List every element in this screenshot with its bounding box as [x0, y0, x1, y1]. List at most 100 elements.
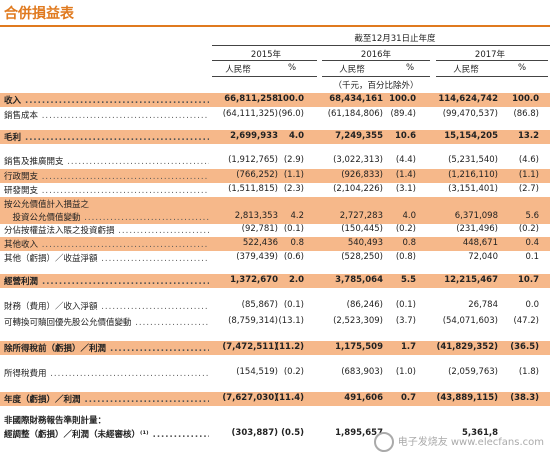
cell-p15: (0.5) — [281, 428, 304, 438]
cell-p15: (11.4) — [275, 393, 304, 403]
title-divider — [0, 25, 550, 27]
cell-v15: (1,511,815) — [228, 184, 278, 194]
row-label: 財務（費用）／收入淨額 — [4, 300, 209, 312]
cell-v17: (5,231,540) — [448, 155, 498, 165]
cell-v16: (528,250) — [341, 252, 383, 262]
table-row: 行政開支 (766,252) (1.1) (926,833) (1.4) (1,216,1… — [0, 169, 550, 183]
cell-v16: 7,249,355 — [335, 131, 383, 141]
cell-v17: 12,215,467 — [444, 275, 498, 285]
cell-v16: 3,785,064 — [335, 275, 383, 285]
cell-p16: 5.5 — [400, 275, 416, 285]
currency-rule-2015 — [212, 76, 317, 77]
cell-p16: (3.7) — [395, 316, 416, 326]
cell-v15: (64,111,325) — [222, 109, 278, 119]
period-rule — [212, 45, 550, 46]
cell-p15: (0.1) — [283, 224, 304, 234]
cell-p17: 0.1 — [525, 252, 539, 262]
cell-v15: (8,759,314) — [228, 316, 278, 326]
cell-p15: (1.1) — [283, 170, 304, 180]
row-label: 可轉換可贖回優先股公允價值變動 — [4, 316, 209, 328]
row-label: 除所得稅前（虧損）／利潤 — [4, 342, 209, 354]
cell-v17: (99,470,537) — [442, 109, 498, 119]
cell-v15: 522,436 — [242, 238, 278, 248]
cell-p16: (4.4) — [395, 155, 416, 165]
cell-p15: 2.0 — [288, 275, 304, 285]
pct-2017: % — [517, 63, 527, 73]
cell-p16: (1.0) — [395, 367, 416, 377]
cell-p15: 4.2 — [290, 211, 304, 221]
row-label: 非國際財務報告準則計量： — [4, 416, 107, 426]
cell-v16: (86,246) — [346, 300, 383, 310]
cell-v17: 72,040 — [468, 252, 498, 262]
cell-v17: 5,361,8 — [461, 428, 498, 438]
cell-p15: (2.9) — [283, 155, 304, 165]
cell-v15: (766,252) — [236, 170, 278, 180]
currency-2016: 人民幣 — [339, 65, 365, 75]
row-label: 研發開支 — [4, 184, 209, 196]
cell-v17: (54,071,603) — [442, 316, 498, 326]
cell-v16: 1,175,509 — [335, 342, 383, 352]
cell-v17: (41,829,352) — [436, 342, 498, 352]
currency-rule-2017 — [436, 76, 548, 77]
cell-v17: (1,216,110) — [448, 170, 498, 180]
row-label: 其他（虧損）／收益淨額 — [4, 252, 209, 264]
cell-p17: (38.3) — [510, 393, 539, 403]
row-label: 銷售成本 — [4, 109, 209, 121]
cell-v16: 491,606 — [344, 393, 383, 403]
table-row: 非國際財務報告準則計量： — [0, 413, 550, 427]
table-row: 經營利潤 1,372,670 2.0 3,785,064 5.5 12,215,467 10… — [0, 274, 550, 288]
cell-p16: 0.8 — [402, 238, 416, 248]
cell-v16: (926,833) — [341, 170, 383, 180]
currency-2015: 人民幣 — [225, 65, 251, 75]
cell-v16: 1,895,657 — [335, 428, 383, 438]
cell-v16: (150,445) — [341, 224, 383, 234]
cell-v17: 6,371,098 — [454, 211, 498, 221]
cell-p17: 0.0 — [525, 300, 539, 310]
table-row: 經調整（虧損）／利潤（未經審核）⁽¹⁾ (303,887)(0.5) 1,895,6… — [0, 427, 550, 441]
cell-p17: 100.0 — [512, 94, 539, 104]
cell-v15: (92,781) — [241, 224, 278, 234]
table-row: 銷售及推廣開支 (1,912,765) (2.9) (3,022,313) (4.4) (… — [0, 154, 550, 168]
cell-v15: 1,372,670 — [230, 275, 278, 285]
cell-p17: (4.6) — [518, 155, 539, 165]
table-row: 分佔按權益法入賬之投資虧損 (92,781) (0.1) (150,445) (0.2)… — [0, 223, 550, 237]
cell-v15: (303,887) — [231, 428, 278, 438]
cell-p17: (1.8) — [518, 367, 539, 377]
cell-v15: (154,519) — [236, 367, 278, 377]
cell-p16: 10.6 — [395, 131, 416, 141]
row-label: 銷售及推廣開支 — [4, 155, 209, 167]
cell-p16: 1.7 — [400, 342, 416, 352]
table-row: 投資公允價值變動 2,813,353 4.2 2,727,283 4.0 6,371,09… — [0, 210, 550, 224]
row-label: 收入 — [4, 94, 209, 106]
year-rule-2017 — [436, 60, 548, 61]
row-label: 毛利 — [4, 131, 209, 143]
currency-2017: 人民幣 — [453, 65, 479, 75]
row-label: 按公允價值計入損益之 — [4, 200, 90, 210]
row-label: 行政開支 — [4, 170, 209, 182]
cell-p15: (96.0) — [278, 109, 304, 119]
cell-v15: (1,912,765) — [228, 155, 278, 165]
unit-note: （千元，百分比除外） — [333, 81, 419, 91]
table-row: 按公允價值計入損益之 — [0, 197, 550, 211]
cell-p15: (2.3) — [283, 184, 304, 194]
cell-p16: (0.8) — [395, 252, 416, 262]
cell-v16: (683,903) — [341, 367, 383, 377]
cell-v16: (61,184,806) — [327, 109, 383, 119]
cell-v16: (2,104,226) — [333, 184, 383, 194]
watermark-logo-icon — [373, 432, 394, 452]
cell-v15: 2,699,933 — [230, 131, 278, 141]
row-label: 年度（虧損）／利潤 — [4, 393, 209, 405]
cell-v15: 66,811,258 — [224, 94, 278, 104]
year-2015: 2015年 — [250, 50, 282, 60]
table-row: 其他收入 522,436 0.8 540,493 0.8 448,671 0.4 — [0, 237, 550, 251]
row-label: 所得稅費用 — [4, 367, 209, 379]
watermark-text: 电子发烧友 www.elecfans.com — [397, 437, 544, 448]
cell-v17: (2,059,763) — [448, 367, 498, 377]
row-label: 分佔按權益法入賬之投資虧損 — [4, 224, 209, 236]
row-label: 經調整（虧損）／利潤（未經審核）⁽¹⁾ — [4, 428, 209, 440]
cell-v15: 2,813,353 — [234, 211, 278, 221]
cell-p17: 0.4 — [525, 238, 539, 248]
period-header: 截至12月31日止年度 — [354, 34, 436, 44]
cell-p16: 0.7 — [400, 393, 416, 403]
cell-v15: (7,627,030) — [222, 393, 278, 403]
